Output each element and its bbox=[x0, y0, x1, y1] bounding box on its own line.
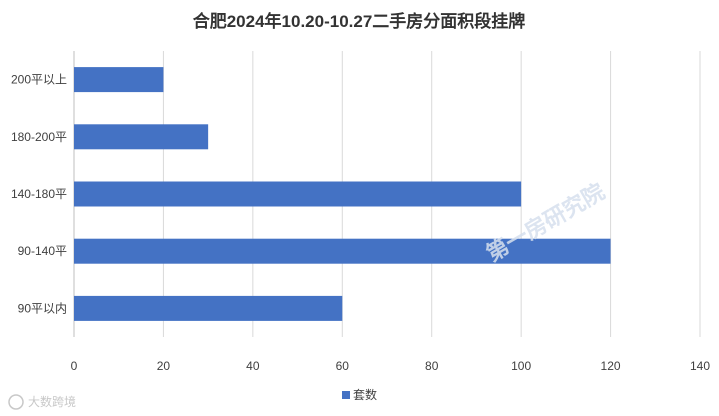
x-tick-label: 40 bbox=[246, 359, 260, 373]
source-logo-icon bbox=[8, 394, 24, 410]
x-tick-label: 20 bbox=[157, 359, 171, 373]
x-tick-label: 100 bbox=[511, 359, 531, 373]
x-tick-label: 120 bbox=[601, 359, 621, 373]
y-tick-label: 200平以上 bbox=[11, 73, 67, 87]
y-axis-labels: 200平以上 180-200平 140-180平 90-140平 90平以内 bbox=[11, 73, 67, 316]
bar bbox=[74, 124, 209, 150]
chart-title: 合肥2024年10.20-10.27二手房分面积段挂牌 bbox=[193, 11, 526, 31]
source-mark-text: 大数跨境 bbox=[28, 394, 76, 409]
y-tick-label: 90-140平 bbox=[18, 244, 67, 258]
y-tick-label: 140-180平 bbox=[11, 187, 67, 201]
bars bbox=[74, 67, 611, 321]
source-mark: 大数跨境 bbox=[8, 394, 76, 410]
y-tick-label: 90平以内 bbox=[18, 301, 67, 315]
x-tick-label: 140 bbox=[690, 359, 710, 373]
legend-label: 套数 bbox=[353, 387, 377, 402]
x-tick-label: 60 bbox=[336, 359, 350, 373]
bar bbox=[74, 295, 343, 321]
x-axis-labels: 0 20 40 60 80 100 120 140 bbox=[71, 359, 711, 373]
bar bbox=[74, 181, 522, 207]
legend: 套数 bbox=[342, 387, 377, 402]
bar bbox=[74, 238, 611, 264]
bar bbox=[74, 67, 164, 93]
y-tick-label: 180-200平 bbox=[11, 130, 67, 144]
x-tick-label: 80 bbox=[425, 359, 439, 373]
legend-swatch bbox=[342, 391, 350, 399]
x-tick-label: 0 bbox=[71, 359, 78, 373]
